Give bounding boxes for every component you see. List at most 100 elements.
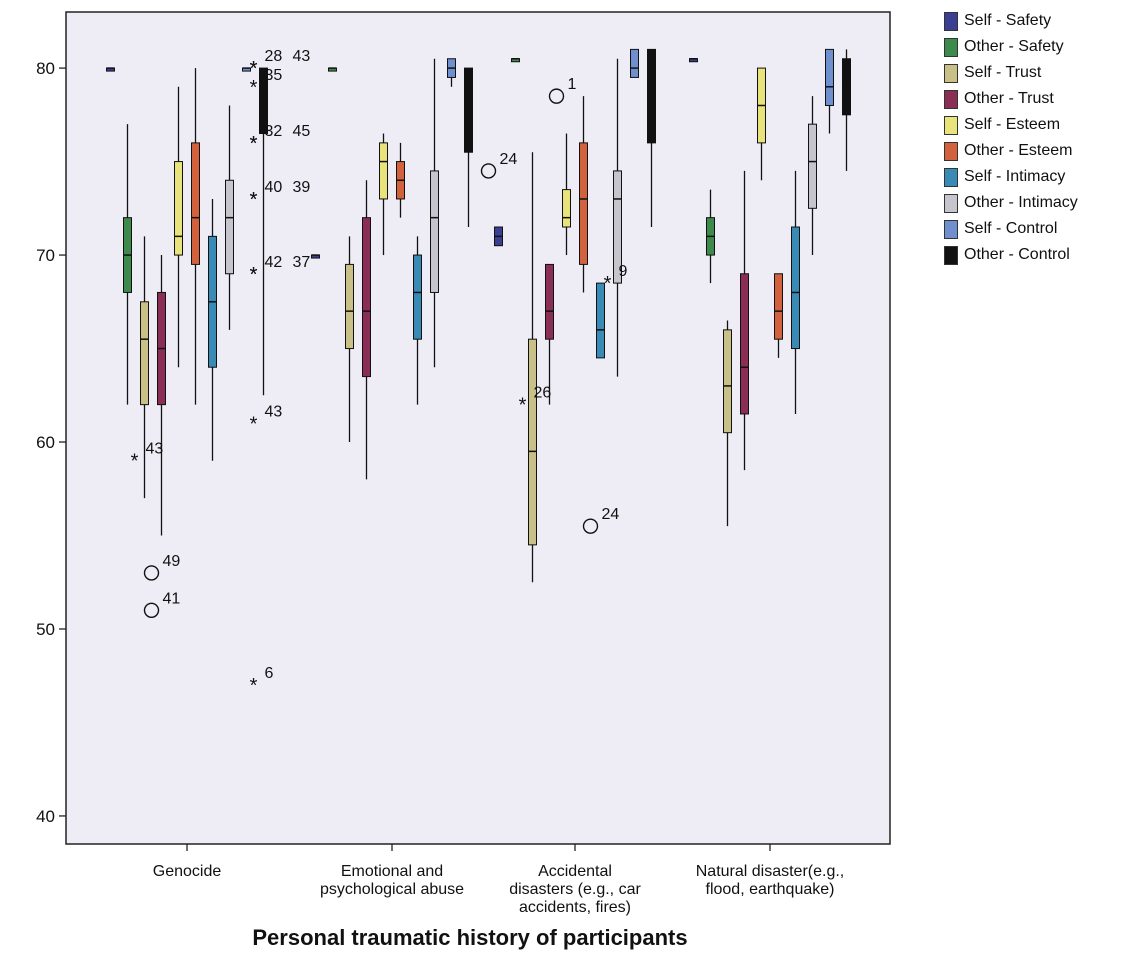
y-axis: 40 50 60 70 80	[36, 59, 66, 826]
box-body	[580, 143, 588, 265]
legend-swatch	[944, 142, 958, 161]
outlier-star-marker: *	[250, 77, 258, 99]
y-tick-label: 70	[36, 246, 55, 265]
legend-swatch	[944, 220, 958, 239]
box-self-safety	[690, 59, 698, 62]
box-body	[741, 274, 749, 414]
outlier-label: 32	[265, 123, 283, 140]
plot-area	[66, 12, 890, 844]
legend-item: Other - Esteem	[944, 138, 1078, 164]
outlier-star-marker: *	[250, 133, 258, 155]
box-self-safety	[495, 227, 503, 246]
legend-item: Self - Intimacy	[944, 164, 1078, 190]
box-body	[809, 124, 817, 208]
outlier-label: 41	[163, 590, 181, 607]
legend-label: Other - Intimacy	[964, 194, 1078, 212]
legend-swatch	[944, 168, 958, 187]
box-body	[363, 218, 371, 377]
x-category-label: Natural disaster(e.g., flood, earthquake)	[696, 863, 845, 898]
outlier-label: 37	[293, 254, 311, 271]
legend-item: Other - Control	[944, 242, 1078, 268]
box-body	[792, 227, 800, 349]
box-body	[529, 339, 537, 545]
legend: Self - Safety Other - Safety Self - Trust O…	[944, 8, 1078, 268]
outlier-label: 6	[265, 665, 274, 682]
legend-label: Self - Control	[964, 220, 1057, 238]
legend-label: Other - Control	[964, 246, 1070, 264]
legend-label: Self - Trust	[964, 64, 1041, 82]
x-category-label: Genocide	[153, 863, 222, 880]
outlier-star-marker: *	[250, 675, 258, 697]
outlier-star-marker: *	[250, 264, 258, 286]
legend-swatch	[944, 246, 958, 265]
legend-label: Other - Esteem	[964, 142, 1072, 160]
outlier-label: 43	[265, 403, 283, 420]
legend-item: Self - Safety	[944, 8, 1078, 34]
box-body	[648, 49, 656, 142]
box-body	[546, 264, 554, 339]
legend-swatch	[944, 90, 958, 109]
outlier-label: 9	[619, 263, 628, 280]
x-category-label: Accidental disasters (e.g., car accidents,…	[509, 863, 641, 916]
box-body	[826, 49, 834, 105]
box-body	[414, 255, 422, 339]
y-tick-label: 50	[36, 620, 55, 639]
box-body	[380, 143, 388, 199]
box-body	[175, 162, 183, 255]
y-tick-label: 60	[36, 433, 55, 452]
outlier-star-marker: *	[250, 189, 258, 211]
outlier-label: 45	[293, 123, 311, 140]
box-body	[192, 143, 200, 265]
outlier-label: 40	[265, 179, 283, 196]
outlier-label: 43	[146, 441, 164, 458]
outlier-label: 26	[534, 385, 552, 402]
x-axis-title: Personal traumatic history of participan…	[252, 925, 687, 950]
y-tick-label: 80	[36, 59, 55, 78]
outlier-star-marker: *	[250, 413, 258, 435]
x-category-label: Emotional and psychological abuse	[320, 863, 464, 898]
legend-swatch	[944, 194, 958, 213]
outlier-label: 1	[568, 76, 577, 93]
box-body	[141, 302, 149, 405]
box-body	[226, 180, 234, 273]
legend-swatch	[944, 38, 958, 57]
legend-label: Other - Trust	[964, 90, 1054, 108]
box-body	[346, 264, 354, 348]
legend-item: Self - Trust	[944, 60, 1078, 86]
box-body	[563, 190, 571, 227]
legend-label: Self - Esteem	[964, 116, 1060, 134]
x-axis: Genocide Emotional and psychological abuse…	[153, 844, 845, 916]
outlier-label: 24	[500, 151, 518, 168]
legend-item: Other - Safety	[944, 34, 1078, 60]
legend-swatch	[944, 12, 958, 31]
legend-label: Self - Intimacy	[964, 168, 1065, 186]
outlier-label: 28	[265, 48, 283, 65]
legend-item: Other - Trust	[944, 86, 1078, 112]
outlier-star-marker: *	[131, 451, 139, 473]
box-self-safety	[107, 68, 115, 71]
box-other-safety	[329, 68, 337, 71]
box-body	[465, 68, 473, 152]
box-body	[431, 171, 439, 293]
box-body	[775, 274, 783, 339]
legend-swatch	[944, 64, 958, 83]
legend-swatch	[944, 116, 958, 135]
box-self-safety	[312, 255, 320, 258]
outlier-star-marker: *	[604, 273, 612, 295]
outlier-label: 39	[293, 179, 311, 196]
outlier-label: 43	[293, 48, 311, 65]
legend-item: Self - Esteem	[944, 112, 1078, 138]
legend-item: Self - Control	[944, 216, 1078, 242]
outlier-label: 42	[265, 254, 283, 271]
box-body	[724, 330, 732, 433]
outlier-label: 49	[163, 553, 181, 570]
legend-label: Other - Safety	[964, 38, 1064, 56]
outlier-label: 24	[602, 506, 620, 523]
y-tick-label: 40	[36, 807, 55, 826]
box-other-safety	[512, 59, 520, 62]
box-body	[631, 49, 639, 77]
legend-item: Other - Intimacy	[944, 190, 1078, 216]
legend-label: Self - Safety	[964, 12, 1051, 30]
outlier-star-marker: *	[519, 395, 527, 417]
